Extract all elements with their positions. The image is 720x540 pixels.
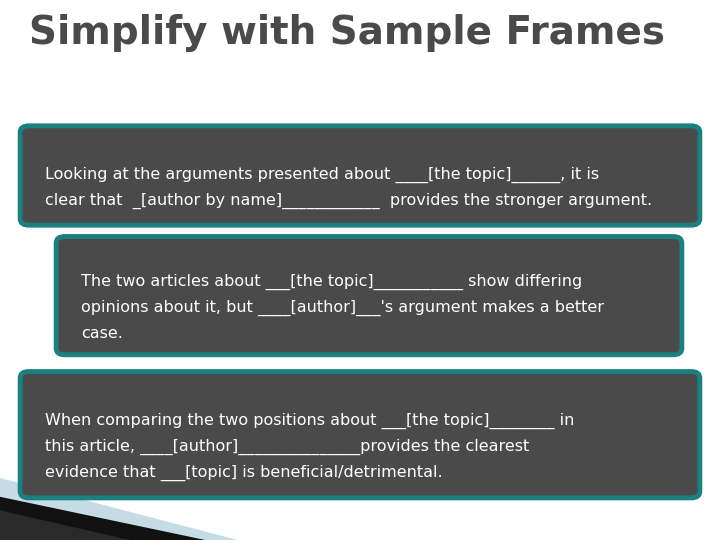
FancyBboxPatch shape: [20, 372, 700, 498]
Text: Looking at the arguments presented about ____[the topic]______, it is: Looking at the arguments presented about…: [45, 167, 599, 183]
FancyBboxPatch shape: [56, 237, 682, 355]
Text: The two articles about ___[the topic]___________ show differing: The two articles about ___[the topic]___…: [81, 274, 582, 291]
Polygon shape: [0, 478, 238, 540]
Text: this article, ____[author]_______________provides the clearest: this article, ____[author]______________…: [45, 439, 529, 455]
Polygon shape: [0, 510, 130, 540]
Polygon shape: [0, 497, 205, 540]
Text: opinions about it, but ____[author]___'s argument makes a better: opinions about it, but ____[author]___'s…: [81, 300, 603, 316]
Text: Simplify with Sample Frames: Simplify with Sample Frames: [29, 14, 665, 51]
Text: evidence that ___[topic] is beneficial/detrimental.: evidence that ___[topic] is beneficial/d…: [45, 465, 442, 481]
Text: When comparing the two positions about ___[the topic]________ in: When comparing the two positions about _…: [45, 413, 574, 429]
Text: case.: case.: [81, 326, 122, 341]
FancyBboxPatch shape: [20, 126, 700, 225]
Text: clear that  _[author by name]____________  provides the stronger argument.: clear that _[author by name]____________…: [45, 193, 652, 209]
